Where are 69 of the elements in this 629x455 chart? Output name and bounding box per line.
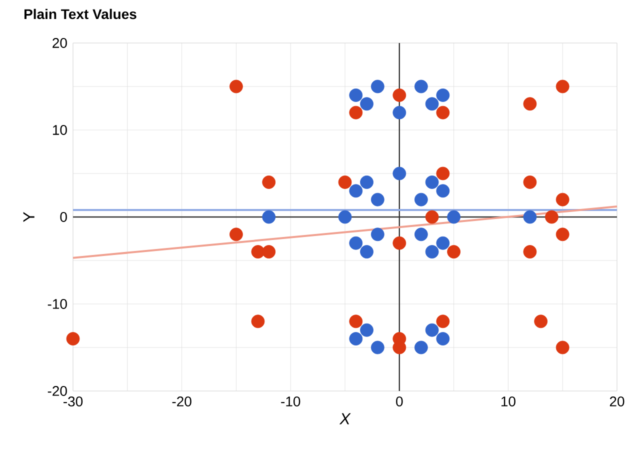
y-tick-label: -10 [48, 299, 67, 309]
point [523, 175, 537, 189]
point [262, 245, 276, 258]
point [338, 175, 352, 189]
point [425, 210, 439, 224]
x-tick-label: -10 [281, 396, 300, 406]
point [262, 210, 276, 224]
point [360, 245, 374, 258]
y-axis-title: Y [23, 212, 34, 222]
point [349, 236, 363, 250]
chart-title: Plain Text Values [24, 8, 136, 20]
point [251, 314, 265, 328]
point [447, 245, 460, 258]
point [370, 228, 384, 242]
point [360, 323, 374, 337]
point [392, 88, 406, 102]
y-tick-label: 0 [60, 212, 67, 222]
point [556, 340, 570, 354]
point [414, 228, 428, 242]
point [414, 192, 428, 206]
x-tick-label: 20 [610, 396, 624, 406]
point [349, 332, 363, 346]
point [414, 340, 428, 354]
point [425, 245, 439, 258]
point [392, 236, 406, 250]
point [436, 332, 450, 346]
point [523, 97, 537, 111]
point [230, 228, 243, 242]
point [436, 106, 450, 120]
y-tick-label: -20 [48, 386, 67, 396]
point [392, 166, 406, 180]
point [436, 184, 450, 198]
point [556, 228, 570, 242]
point [349, 184, 363, 198]
point [425, 97, 439, 111]
y-tick-label: 10 [52, 125, 67, 135]
point [414, 80, 428, 94]
point [447, 210, 460, 224]
point [360, 97, 374, 111]
point [360, 175, 374, 189]
point [556, 80, 570, 94]
point [349, 88, 363, 102]
point [436, 88, 450, 102]
x-axis-title: X [339, 413, 351, 424]
point [392, 106, 406, 120]
point [338, 210, 352, 224]
point [436, 166, 450, 180]
point [349, 106, 363, 120]
x-tick-label: 10 [501, 396, 516, 406]
point [556, 192, 570, 206]
point [523, 245, 537, 258]
point [370, 80, 384, 94]
point [349, 314, 363, 328]
point [370, 340, 384, 354]
point [545, 210, 558, 224]
point [230, 80, 243, 94]
x-tick-label: -20 [172, 396, 192, 406]
point [436, 314, 450, 328]
point [436, 236, 450, 250]
x-tick-label: 0 [396, 396, 403, 406]
point [425, 323, 439, 337]
point [370, 192, 384, 206]
point [534, 314, 548, 328]
point [523, 210, 537, 224]
y-tick-label: 20 [52, 38, 67, 48]
point [66, 332, 80, 346]
x-tick-label: -30 [64, 396, 83, 406]
point [425, 175, 439, 189]
point [262, 175, 276, 189]
